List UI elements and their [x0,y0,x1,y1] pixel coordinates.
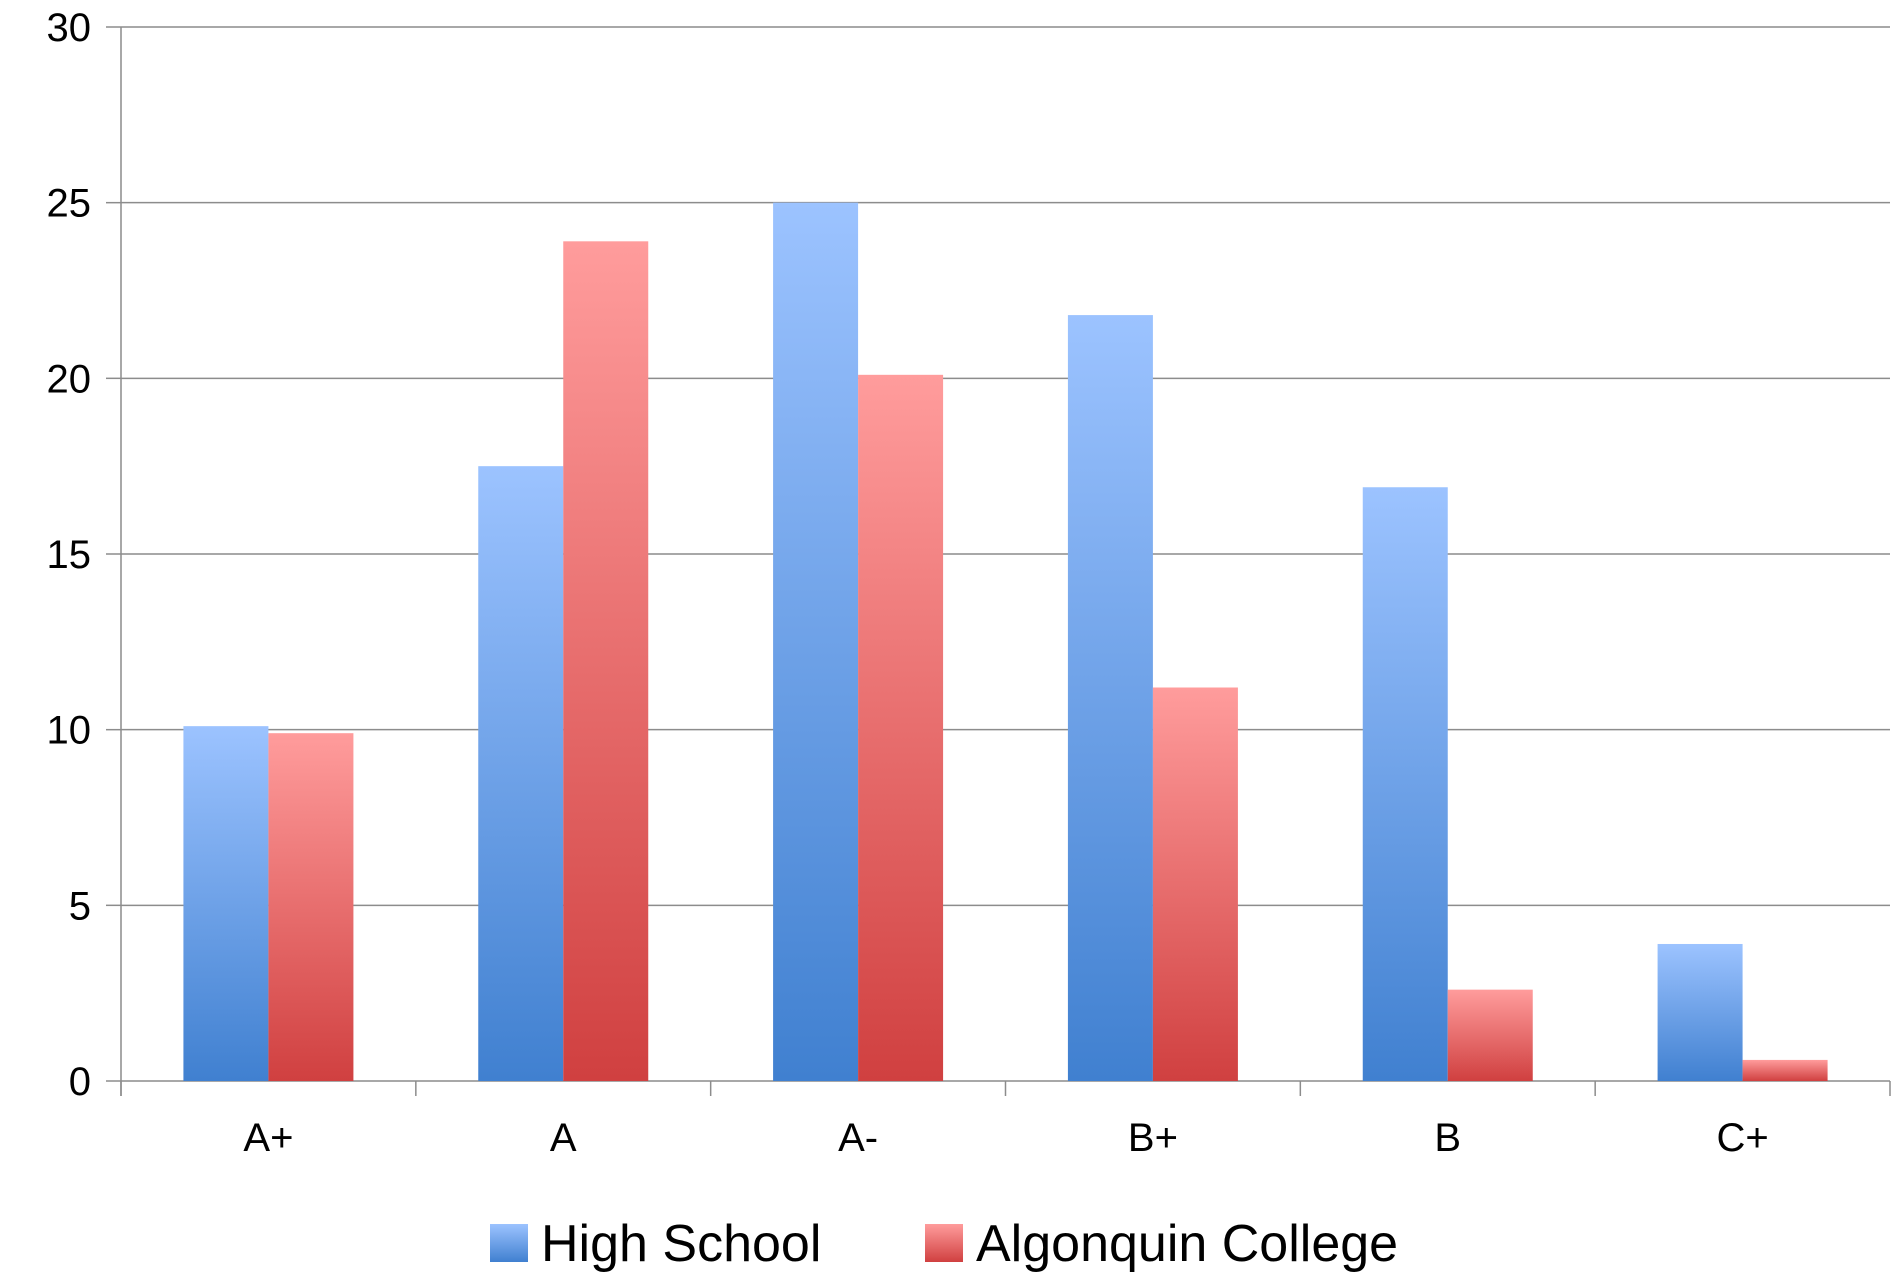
bar-algonquin-college-3 [1152,687,1238,1081]
axes [106,26,1891,1096]
y-tick-label: 15 [47,533,92,577]
bar-algonquin-college-5 [1742,1059,1828,1081]
y-tick-label: 5 [69,884,91,928]
x-tick-label: A- [838,1116,878,1160]
gridlines [121,26,1890,907]
bar-algonquin-college-4 [1447,989,1533,1081]
legend-label: High School [541,1215,821,1273]
bar-high-school-4 [1362,487,1448,1081]
x-tick-label: B+ [1128,1116,1178,1160]
x-axis-tick-labels: A+ A A- B+ B C+ [243,1116,1768,1160]
legend-swatch [490,1224,528,1262]
bar-high-school-2 [773,202,859,1081]
y-tick-label: 10 [47,709,92,753]
legend-swatch [925,1224,963,1262]
x-tick-label: C+ [1716,1116,1768,1160]
bar-algonquin-college-2 [858,374,944,1081]
x-tick-label: A [550,1116,577,1160]
bar-high-school-5 [1657,943,1743,1081]
bar-high-school-1 [478,466,564,1082]
x-tick-label: B [1434,1116,1461,1160]
bar-algonquin-college-0 [268,733,354,1081]
bar-algonquin-college-1 [563,241,649,1081]
bar-high-school-3 [1067,315,1153,1081]
legend-label: Algonquin College [976,1215,1398,1273]
y-tick-label: 20 [47,357,92,401]
y-tick-label: 0 [69,1060,91,1104]
x-tick-label: A+ [243,1116,293,1160]
bars [183,202,1828,1082]
y-axis-tick-labels: 0 5 10 15 20 25 30 [47,6,92,1104]
legend: High School Algonquin College [490,1215,1398,1273]
y-tick-label: 25 [47,182,92,226]
y-tick-label: 30 [47,6,92,50]
bar-high-school-0 [183,726,269,1081]
